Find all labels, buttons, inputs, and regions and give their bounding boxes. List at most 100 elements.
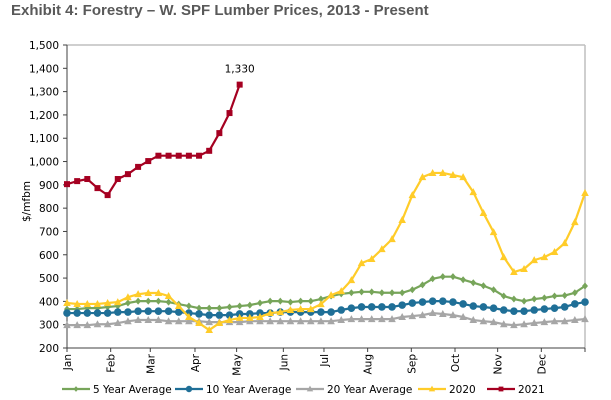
data-point-2020 <box>581 189 589 197</box>
data-point-2021 <box>84 176 91 183</box>
data-point-2020 <box>327 291 335 299</box>
data-point-20-year-average <box>469 316 478 324</box>
data-point-10-year-average <box>378 303 386 311</box>
data-point-10-year-average <box>479 303 488 311</box>
data-point-2020 <box>246 313 254 321</box>
series-2020 <box>63 168 589 334</box>
data-point-2020 <box>418 173 427 181</box>
data-point-2021 <box>94 185 101 192</box>
data-point-20-year-average <box>489 318 498 326</box>
data-point-20-year-average <box>205 318 213 326</box>
data-point-20-year-average <box>560 317 569 325</box>
data-point-2020 <box>337 287 346 295</box>
data-point-2020 <box>439 168 447 176</box>
data-point-5-year-average <box>267 297 274 305</box>
data-point-5-year-average <box>500 292 507 300</box>
data-point-5-year-average <box>297 297 304 305</box>
data-point-10-year-average <box>357 303 366 311</box>
data-point-5-year-average <box>378 289 385 297</box>
data-point-10-year-average <box>398 301 406 309</box>
data-point-2020 <box>103 299 112 307</box>
data-point-20-year-average <box>174 317 183 325</box>
data-point-20-year-average <box>93 320 102 328</box>
data-point-20-year-average <box>550 317 559 325</box>
data-point-2020 <box>378 245 386 253</box>
data-point-20-year-average <box>439 309 447 317</box>
data-point-10-year-average <box>195 310 203 318</box>
series-line-2021 <box>66 84 241 197</box>
data-point-20-year-average <box>266 317 274 325</box>
data-point-2021 <box>226 110 233 117</box>
series-group <box>63 81 589 334</box>
data-point-2021 <box>206 147 213 154</box>
data-point-5-year-average <box>470 279 477 287</box>
x-tick-label: Nov <box>493 354 505 375</box>
series-line-2020 <box>66 171 587 332</box>
data-point-2020 <box>489 228 498 236</box>
data-point-2020 <box>266 309 274 317</box>
data-point-10-year-average <box>418 298 427 306</box>
data-point-20-year-average <box>63 321 71 329</box>
data-point-10-year-average <box>205 311 213 319</box>
data-point-5-year-average <box>216 304 223 312</box>
data-point-2020 <box>154 288 163 296</box>
data-point-2020 <box>73 299 81 307</box>
data-label-2021-last: 1,330 <box>225 64 255 76</box>
data-point-2021 <box>175 152 182 159</box>
data-point-20-year-average <box>103 320 112 328</box>
data-point-5-year-average <box>236 302 243 310</box>
data-point-10-year-average <box>113 308 122 316</box>
data-point-5-year-average <box>185 302 192 310</box>
data-point-5-year-average <box>196 304 203 312</box>
y-tick-label: 600 <box>39 250 59 262</box>
data-point-2020 <box>449 171 457 179</box>
data-point-20-year-average <box>479 317 488 325</box>
x-tick-label: Mar <box>145 353 157 373</box>
data-point-5-year-average <box>348 289 355 297</box>
data-point-2021 <box>185 152 192 159</box>
legend-label: 10 Year Average <box>206 384 291 396</box>
x-tick-label: Jun <box>278 354 290 371</box>
data-point-20-year-average <box>428 309 437 317</box>
data-point-20-year-average <box>134 316 142 324</box>
data-point-2020 <box>550 247 559 255</box>
y-tick-label: 800 <box>39 203 59 215</box>
series-10-year-average <box>63 297 589 319</box>
data-point-10-year-average <box>510 307 518 315</box>
data-point-10-year-average <box>367 303 376 311</box>
series-20-year-average <box>63 309 589 329</box>
y-tick-label: 1,500 <box>29 40 59 52</box>
data-point-2020 <box>388 235 396 243</box>
series-line-5-year-average <box>67 275 586 311</box>
data-point-5-year-average <box>368 288 375 296</box>
data-point-10-year-average <box>63 309 71 317</box>
data-point-10-year-average <box>550 304 559 312</box>
data-point-20-year-average <box>317 317 325 325</box>
data-point-5-year-average <box>419 281 426 289</box>
data-point-2020 <box>83 299 92 307</box>
data-point-2020 <box>113 298 122 306</box>
x-tick-label: Sep <box>406 354 418 374</box>
data-point-2020 <box>205 326 213 334</box>
y-tick-label: 400 <box>39 296 59 308</box>
legend-item-5-year-average: 5 Year Average <box>62 384 172 396</box>
y-tick-label: 200 <box>39 343 59 355</box>
data-point-2020 <box>256 313 264 321</box>
data-point-10-year-average <box>520 307 528 315</box>
data-point-20-year-average <box>418 311 427 319</box>
data-point-10-year-average <box>459 300 467 308</box>
data-point-2020 <box>520 264 528 272</box>
data-point-5-year-average <box>521 297 528 305</box>
data-point-20-year-average <box>154 316 163 324</box>
y-tick-label: 1,400 <box>29 63 59 75</box>
data-point-5-year-average <box>256 299 263 307</box>
x-tick-label: Apr <box>190 353 202 372</box>
data-point-20-year-average <box>185 317 193 325</box>
data-point-10-year-average <box>317 308 325 316</box>
data-point-2020 <box>367 254 376 262</box>
data-point-5-year-average <box>531 295 538 303</box>
data-point-10-year-average <box>530 306 539 314</box>
data-point-10-year-average <box>540 305 549 313</box>
legend-item-2020: 2020 <box>418 384 476 396</box>
legend-label: 2021 <box>518 384 545 396</box>
